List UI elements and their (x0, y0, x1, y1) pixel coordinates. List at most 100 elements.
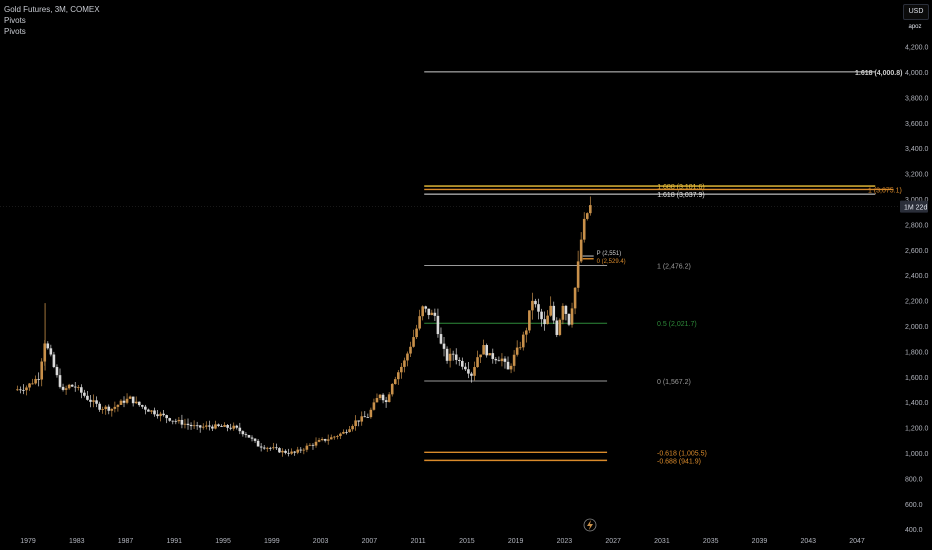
candle-body (558, 319, 562, 335)
y-tick-label: 1,800.0 (905, 349, 928, 356)
candle-body (525, 330, 528, 335)
candle-body (534, 300, 537, 305)
indicator-pivots-1[interactable]: Pivots (4, 16, 26, 25)
candle-body (500, 358, 504, 362)
candle-body (409, 346, 412, 354)
candle-body (521, 334, 525, 348)
candle-body (467, 369, 470, 374)
candle-body (201, 426, 205, 428)
y-tick-label: 2,600.0 (905, 248, 928, 255)
candle-body (336, 436, 339, 437)
lightning-icon[interactable] (583, 518, 597, 532)
x-tick-label: 1999 (264, 538, 280, 545)
candle-body (95, 400, 98, 404)
candle-body (64, 388, 68, 390)
candle-body (159, 413, 162, 417)
candle-body (512, 354, 516, 366)
candle-body (122, 400, 126, 403)
candle-body (406, 353, 409, 361)
candle-body (488, 353, 492, 356)
candle-body (220, 425, 223, 427)
candle-body (98, 403, 101, 410)
x-tick-label: 2003 (313, 538, 329, 545)
candle-body (250, 437, 254, 439)
candle-body (470, 373, 473, 376)
x-tick-label: 2027 (605, 538, 621, 545)
y-tick-label: 1,600.0 (905, 375, 928, 382)
candle-body (427, 308, 431, 316)
candle-body (384, 400, 388, 403)
time-axis: 1979 1983 1987 1991 1995 1999 2003 2007 2011 2015… (20, 538, 865, 545)
candle-body (186, 423, 190, 425)
y-tick-label: 4,200.0 (905, 45, 928, 52)
candle-body (171, 420, 175, 422)
fib-label: 1.618 (4,000.8) (855, 70, 902, 77)
candle-body (573, 287, 577, 309)
candle-body (204, 425, 208, 427)
candle-body (296, 449, 300, 453)
candle-body (509, 365, 513, 370)
y-tick-label: 2,400.0 (905, 273, 928, 280)
candle-body (211, 426, 214, 429)
candle-body (436, 315, 440, 335)
candle-body (189, 424, 193, 427)
candle-body (156, 414, 159, 417)
candle-body (305, 445, 309, 450)
candle-body (546, 315, 549, 325)
y-tick-label: 600.0 (905, 502, 923, 509)
candle-body (22, 390, 25, 391)
indicator-pivots-2[interactable]: Pivots (4, 27, 26, 36)
y-tick-label: 2,800.0 (905, 222, 928, 229)
candle-body (232, 425, 236, 429)
candle-body (165, 415, 168, 419)
candle-body (290, 451, 293, 454)
candle-body (570, 308, 574, 325)
candle-body (329, 437, 333, 440)
y-tick-label: 3,000.0 (905, 197, 928, 204)
candle-body (80, 387, 83, 393)
candle-body (494, 358, 498, 361)
candle-body (229, 427, 232, 429)
x-tick-label: 2031 (654, 538, 670, 545)
candle-body (119, 400, 123, 405)
candle-body (238, 427, 242, 432)
candle-body (311, 444, 315, 446)
candle-body (223, 425, 226, 427)
candle-body (403, 360, 406, 367)
candle-body (174, 420, 178, 422)
candle-body (73, 386, 77, 388)
y-tick-label: 1,400.0 (905, 400, 928, 407)
candle-body (345, 431, 348, 433)
candle-body (531, 300, 534, 311)
candle-body (430, 312, 434, 316)
candle-body (131, 396, 135, 404)
symbol-title[interactable]: Gold Futures, 3M, COMEX (4, 5, 100, 14)
candle-body (92, 400, 95, 402)
y-tick-label: 2,000.0 (905, 324, 928, 331)
candle-body (104, 406, 108, 410)
candle-body (89, 399, 92, 402)
candle-body (302, 449, 306, 451)
scale-mode-button[interactable]: apoz (908, 24, 922, 30)
fib-label: 1 (2,476.2) (657, 264, 691, 271)
candle-body (579, 239, 583, 262)
y-tick-label: 3,400.0 (905, 146, 928, 153)
currency-button[interactable]: USD (903, 4, 929, 20)
candle-body (473, 367, 476, 376)
fib-label: -0.618 (1,005.5) (657, 450, 707, 457)
candle-body (208, 425, 211, 427)
candle-body (375, 398, 379, 403)
candle-body (308, 444, 312, 446)
chart-legend: Gold Futures, 3M, COMEX Pivots Pivots (4, 4, 100, 37)
candle-body (101, 409, 104, 410)
x-tick-label: 1991 (167, 538, 183, 545)
candle-body (281, 450, 284, 453)
candle-body (326, 439, 330, 441)
candle-body (589, 205, 592, 214)
x-tick-label: 1979 (20, 538, 36, 545)
candle-body (393, 379, 397, 384)
candle-body (284, 450, 287, 453)
candle-body (357, 420, 360, 422)
candle-body (415, 328, 418, 338)
